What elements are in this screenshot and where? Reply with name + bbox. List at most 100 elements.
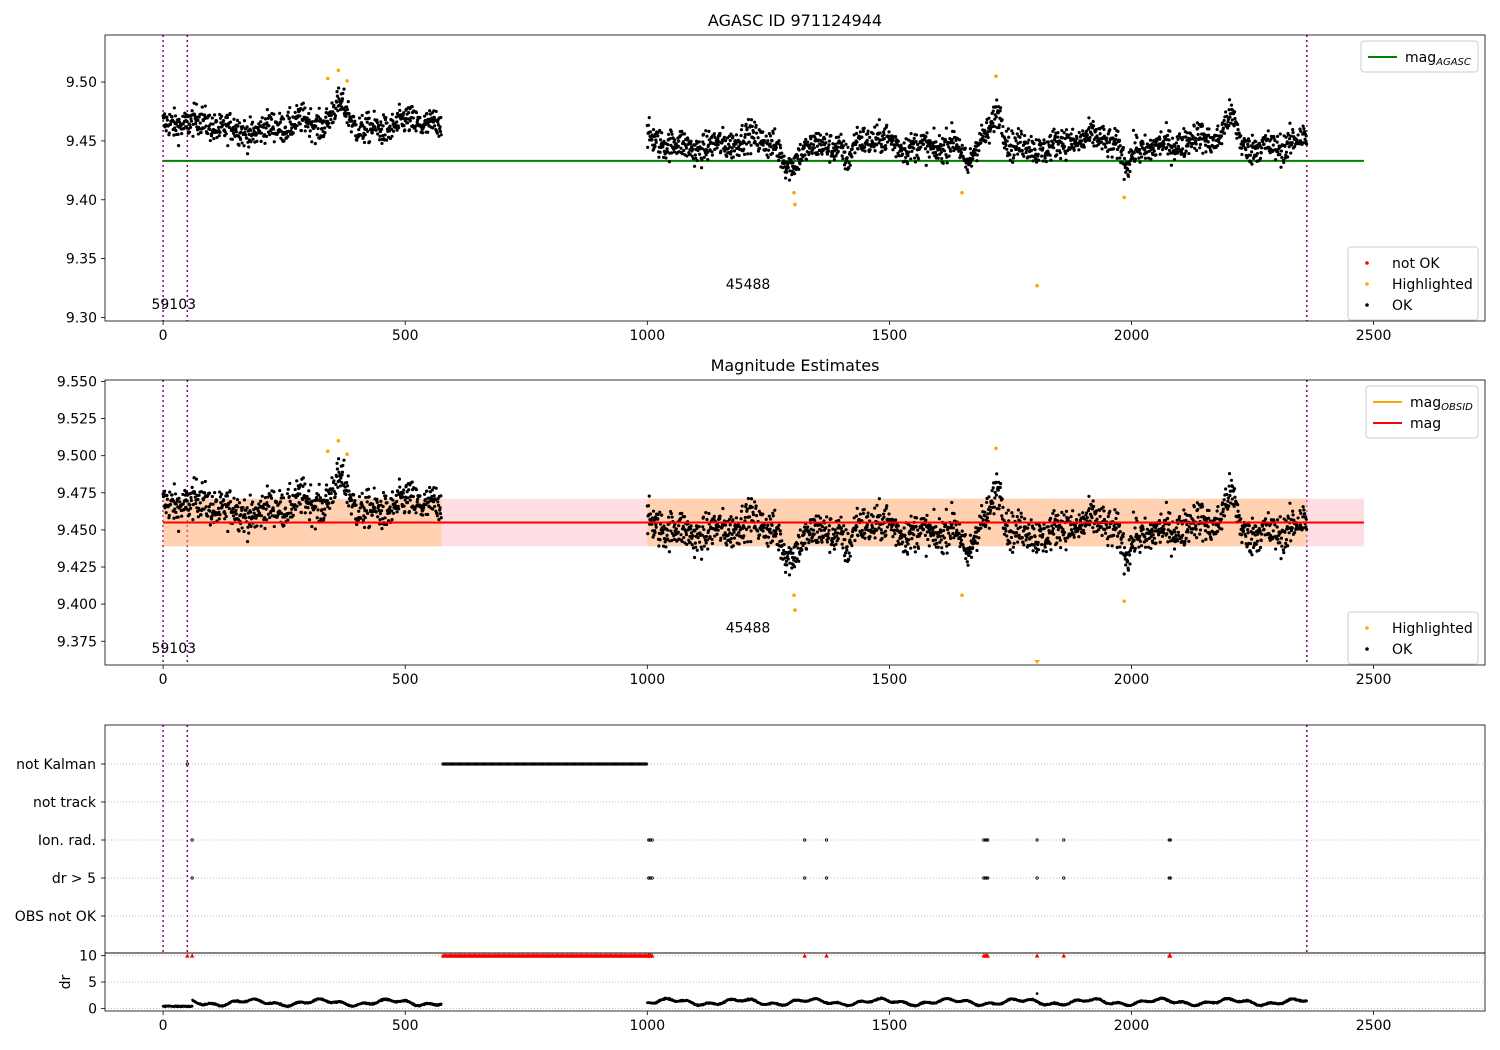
ok-point	[840, 154, 844, 158]
ok-point	[979, 141, 983, 145]
ok-point	[1227, 471, 1232, 476]
ok-point	[662, 524, 666, 528]
ok-point	[236, 505, 240, 509]
ok-point	[866, 514, 870, 518]
ok-point	[278, 111, 282, 115]
ok-point	[1215, 144, 1220, 148]
ok-point	[1170, 145, 1174, 149]
ok-point	[171, 499, 176, 503]
ok-point	[941, 161, 945, 165]
ok-point	[939, 150, 943, 154]
ok-point	[745, 126, 749, 130]
ok-point	[791, 551, 795, 555]
ok-point	[1141, 525, 1145, 529]
ok-point	[1032, 543, 1036, 547]
ok-point	[280, 115, 284, 119]
ok-point	[1059, 546, 1063, 550]
ok-point	[305, 494, 309, 499]
ok-point	[1227, 108, 1231, 112]
ok-point	[210, 116, 214, 120]
ok-point	[858, 512, 862, 516]
ok-point	[847, 551, 851, 555]
ok-point	[354, 503, 358, 507]
ok-point	[926, 537, 930, 542]
ok-point	[333, 495, 337, 499]
ok-point	[1233, 116, 1237, 121]
ok-point	[344, 492, 348, 497]
ok-point	[1170, 531, 1174, 535]
ok-point	[1203, 529, 1208, 533]
ok-point	[1114, 137, 1118, 141]
ok-point	[1283, 530, 1287, 534]
ok-point	[887, 130, 891, 134]
ok-point	[407, 110, 411, 115]
ok-point	[1157, 518, 1162, 523]
ok-point	[998, 485, 1002, 490]
ok-point	[418, 115, 422, 120]
ok-point	[770, 139, 774, 143]
ok-point	[949, 149, 953, 153]
ok-point	[1087, 116, 1091, 120]
ok-point	[739, 517, 743, 521]
ok-point	[716, 143, 720, 147]
x-tick-label: 2000	[1114, 328, 1150, 344]
ok-point	[770, 151, 775, 155]
ok-point	[337, 470, 341, 474]
axes-frame	[104, 34, 1486, 322]
ok-point	[899, 143, 903, 147]
ok-point	[180, 514, 184, 518]
ok-point	[1081, 129, 1085, 133]
ok-point	[902, 526, 906, 530]
legend-marker	[1365, 626, 1369, 630]
ok-point	[244, 516, 248, 520]
ok-point	[347, 123, 351, 127]
ok-point	[310, 524, 314, 529]
ok-point	[1087, 506, 1091, 511]
ok-point	[766, 535, 771, 539]
ok-point	[320, 126, 324, 131]
ok-point	[1133, 157, 1137, 161]
ok-point	[1173, 530, 1177, 534]
ok-point	[1048, 153, 1052, 157]
ok-point	[1260, 146, 1264, 150]
ok-point	[673, 138, 677, 142]
legend-marker	[1365, 647, 1369, 651]
ok-point	[784, 559, 788, 563]
ok-point	[331, 487, 335, 491]
ok-point	[1091, 526, 1095, 530]
ok-point	[1106, 132, 1110, 136]
ok-point	[794, 559, 798, 564]
ok-point	[236, 124, 240, 128]
ok-point	[1280, 544, 1284, 548]
ok-point	[359, 516, 363, 520]
ok-point	[812, 146, 816, 150]
ok-point	[380, 141, 384, 146]
ok-point	[979, 515, 983, 519]
ok-point	[746, 540, 750, 544]
ok-point	[265, 501, 269, 505]
ok-point	[850, 544, 854, 548]
ok-point	[766, 523, 770, 527]
ok-point	[1020, 535, 1024, 540]
ok-point	[955, 528, 959, 532]
ok-point	[657, 155, 661, 159]
ok-point	[431, 126, 435, 130]
ok-point	[376, 132, 380, 136]
ok-point	[1029, 134, 1033, 139]
ok-point	[723, 149, 727, 153]
ok-point	[1014, 139, 1018, 143]
ok-point	[230, 137, 235, 141]
ok-point	[352, 493, 356, 497]
ok-point	[234, 508, 238, 513]
ok-point	[168, 490, 172, 494]
ok-point	[933, 150, 938, 154]
y-tick-label: 9.30	[66, 310, 97, 326]
ok-point	[189, 119, 193, 123]
ok-point	[994, 105, 998, 109]
ok-point	[1258, 529, 1262, 533]
ok-point	[438, 125, 442, 129]
ok-point	[1158, 137, 1162, 141]
ok-point	[739, 133, 743, 138]
ok-point	[1009, 148, 1014, 153]
ok-point	[1296, 133, 1300, 137]
